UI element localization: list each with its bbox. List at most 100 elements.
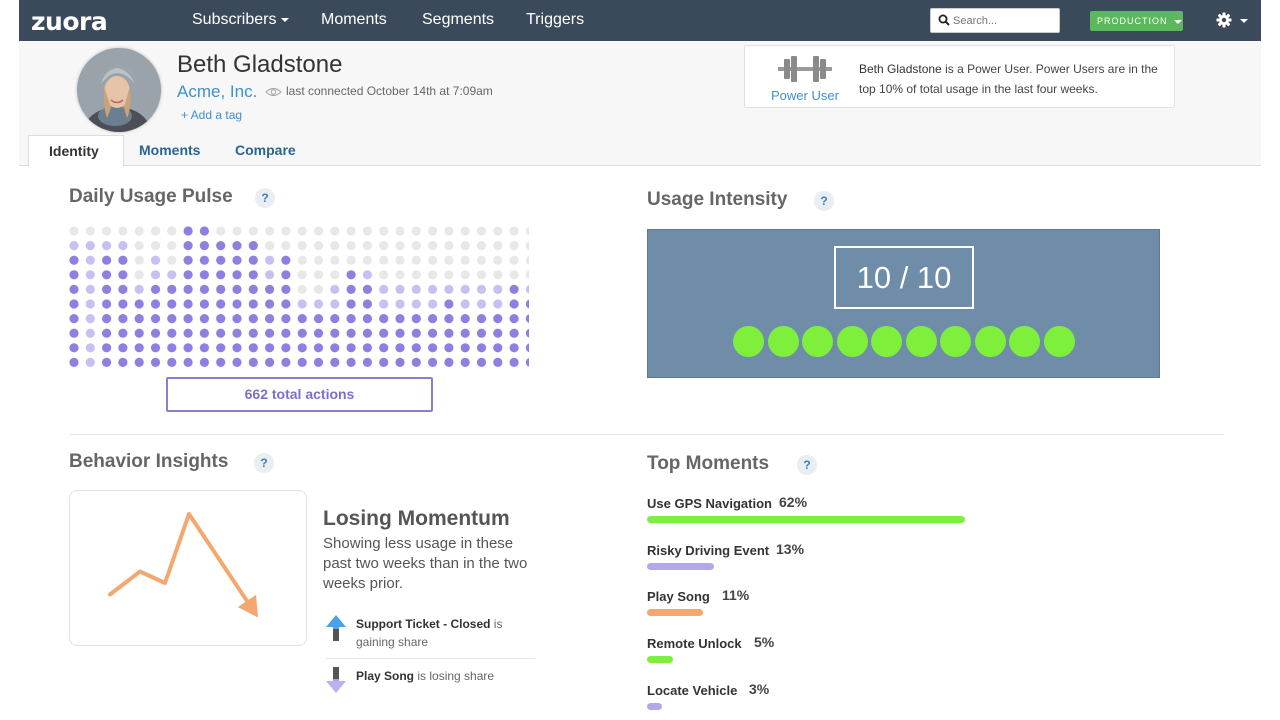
pulse-dot xyxy=(379,299,389,309)
pulse-dot xyxy=(118,328,128,338)
moment-label: Play Song xyxy=(647,589,710,605)
settings-chevron-icon[interactable] xyxy=(1240,19,1248,23)
intensity-dot xyxy=(733,326,764,357)
pulse-dot xyxy=(102,314,112,324)
pulse-dot xyxy=(265,270,275,280)
pulse-dot xyxy=(509,357,519,367)
pulse-dot xyxy=(232,241,242,251)
pulse-dot xyxy=(362,343,372,353)
tab-moments[interactable]: Moments xyxy=(139,142,201,158)
pulse-dot xyxy=(525,343,529,353)
pulse-dot xyxy=(85,226,95,236)
pulse-dot xyxy=(395,343,405,353)
nav-subscribers[interactable]: Subscribers xyxy=(192,11,290,29)
top-moments-help-icon[interactable]: ? xyxy=(797,455,817,475)
pulse-dot xyxy=(525,241,529,250)
moment-label: Use GPS Navigation xyxy=(647,496,772,511)
pulse-dot xyxy=(395,226,405,236)
pulse-dot xyxy=(493,343,503,353)
pulse-dot xyxy=(183,226,193,236)
moment-percent: 3% xyxy=(749,680,770,697)
pulse-dot xyxy=(69,284,79,294)
moment-row[interactable]: Play Song 11% xyxy=(647,587,1047,629)
tab-identity[interactable]: Identity xyxy=(28,135,124,167)
pulse-dot xyxy=(330,255,340,265)
company-link[interactable]: Acme, Inc. xyxy=(177,82,258,101)
pulse-dot xyxy=(460,255,470,265)
intensity-help-icon[interactable]: ? xyxy=(814,191,834,211)
environment-label: PRODUCTION xyxy=(1097,16,1168,26)
pulse-dot xyxy=(216,357,226,367)
pulse-dot xyxy=(313,270,324,280)
pulse-dot xyxy=(102,241,112,251)
insights-title: Behavior Insights xyxy=(69,451,229,472)
losing-share-row: Play Song is losing share xyxy=(325,667,535,697)
gaining-suffix: is gaining share xyxy=(356,617,503,649)
moment-row[interactable]: Remote Unlock 5% xyxy=(647,634,1047,676)
pulse-dot xyxy=(313,241,324,251)
environment-dropdown[interactable]: PRODUCTION xyxy=(1090,11,1183,31)
pulse-dot xyxy=(476,357,487,367)
pulse-dot xyxy=(313,314,324,324)
moment-row[interactable]: Risky Driving Event 13% xyxy=(647,541,1047,583)
pulse-dot xyxy=(281,299,291,309)
intensity-dot xyxy=(802,326,833,357)
pulse-dot xyxy=(248,357,258,367)
pulse-dot xyxy=(69,299,79,309)
pulse-dot xyxy=(248,299,258,309)
pulse-dot xyxy=(411,241,421,251)
pulse-dot xyxy=(460,241,470,251)
pulse-dot xyxy=(150,284,161,294)
pulse-dot xyxy=(525,285,529,294)
pulse-dot xyxy=(346,226,356,236)
user-name: Beth Gladstone xyxy=(177,51,343,78)
pulse-dot xyxy=(428,343,438,353)
moment-row[interactable]: Use GPS Navigation 62% xyxy=(647,494,1047,536)
tab-compare[interactable]: Compare xyxy=(235,142,296,158)
moment-row[interactable]: Locate Vehicle 3% xyxy=(647,680,1047,720)
pulse-dot xyxy=(509,299,519,309)
pulse-dot xyxy=(281,255,291,265)
arrow-down-icon xyxy=(326,667,346,693)
nav-triggers[interactable]: Triggers xyxy=(526,11,585,28)
pulse-dot xyxy=(199,299,209,309)
insights-help-icon[interactable]: ? xyxy=(254,453,274,473)
intensity-score: 10 / 10 xyxy=(834,246,974,309)
pulse-dot xyxy=(216,284,226,294)
moment-label: Locate Vehicle xyxy=(647,682,738,698)
pulse-dot xyxy=(444,284,454,294)
total-actions-button[interactable]: 662 total actions xyxy=(166,377,433,412)
pulse-dot xyxy=(460,226,470,236)
pulse-dot xyxy=(167,343,177,353)
pulse-dot xyxy=(493,284,503,294)
pulse-dot xyxy=(493,299,503,309)
pulse-dot xyxy=(69,343,79,353)
pulse-dot xyxy=(85,343,95,353)
nav-moments[interactable]: Moments xyxy=(321,11,387,28)
pulse-dot xyxy=(476,255,487,265)
pulse-dot xyxy=(346,255,356,265)
pulse-dot xyxy=(118,299,128,309)
pulse-dot xyxy=(199,255,209,265)
search-input[interactable] xyxy=(953,12,1057,30)
intensity-dot xyxy=(1009,326,1040,357)
nav-segments[interactable]: Segments xyxy=(422,11,495,28)
pulse-dot xyxy=(330,241,340,251)
chevron-down-icon xyxy=(281,17,290,22)
pulse-dot xyxy=(102,343,112,353)
pulse-dot xyxy=(183,284,193,294)
pulse-dot xyxy=(428,284,438,294)
add-tag-link[interactable]: + Add a tag xyxy=(181,108,243,122)
pulse-dot xyxy=(216,343,226,353)
pulse-help-icon[interactable]: ? xyxy=(255,188,275,208)
pulse-dot xyxy=(330,343,340,353)
pulse-dot xyxy=(150,255,161,265)
pulse-dot xyxy=(248,284,258,294)
pulse-dot xyxy=(428,255,438,265)
pulse-dot xyxy=(232,328,242,338)
gear-icon[interactable] xyxy=(1216,12,1232,28)
pulse-dot xyxy=(346,284,356,294)
zuora-logo[interactable]: zuora xyxy=(31,7,108,36)
moment-percent: 11% xyxy=(722,587,750,604)
dumbbell-icon xyxy=(778,56,832,82)
